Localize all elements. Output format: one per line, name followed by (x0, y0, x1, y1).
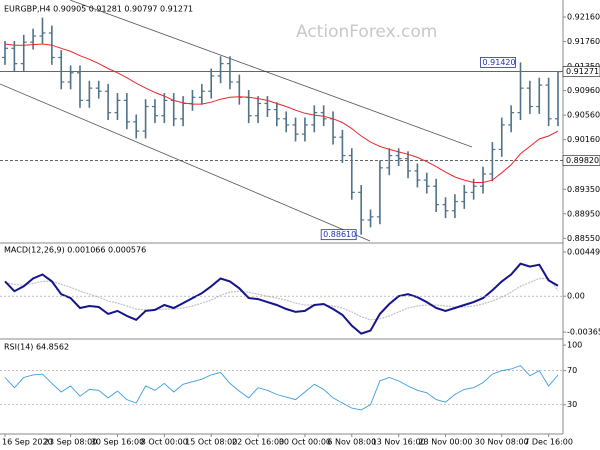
x-tick-label: 16 Sep 2020 (2, 438, 53, 447)
rsi-line (4, 365, 559, 411)
swing-box (320, 229, 357, 241)
channel-line (0, 83, 371, 242)
macd-signal (4, 277, 559, 321)
moving-average (4, 43, 559, 183)
y-tick-label: 0.00449 (567, 247, 600, 256)
swing-label: 0.91420 (483, 58, 516, 67)
price-level-label: 0.89820 (566, 156, 599, 165)
y-tick-label: 100 (567, 341, 582, 350)
y-tick-label: 30 (567, 400, 577, 409)
macd-title: MACD(12,26,9) 0.001066 0.000576 (4, 246, 146, 255)
y-tick-label: -0.003651 (567, 328, 600, 337)
y-tick-label: 0.91760 (567, 37, 600, 46)
x-tick-label: 7 Dec 16:00 (524, 438, 573, 447)
x-tick-label: 22 Oct 16:00 (232, 438, 284, 447)
y-tick-label: 0.88550 (567, 234, 600, 243)
y-tick-label: 0.92160 (567, 13, 600, 22)
price-level-label: 0.91271 (566, 67, 599, 76)
x-tick-label: 13 Nov 16:00 (372, 438, 426, 447)
price-level-box (562, 155, 600, 166)
chart-title: EURGBP,H4 0.90905 0.91281 0.90797 0.9127… (4, 5, 193, 14)
y-tick-label: 0.88950 (567, 209, 600, 218)
x-tick-label: 15 Oct 08:00 (185, 438, 237, 447)
x-tick-label: 23 Sep 08:00 (44, 438, 97, 447)
swing-box (480, 57, 516, 68)
y-tick-label: 0.89350 (567, 185, 600, 194)
y-tick-label: 0.90560 (567, 111, 600, 120)
x-tick-label: 6 Nov 08:00 (327, 438, 376, 447)
channel-line (69, 0, 473, 148)
watermark: ActionForex.com (296, 22, 437, 42)
price-level-box (562, 66, 600, 77)
x-tick-label: 30 Nov 08:00 (475, 438, 529, 447)
y-tick-label: 0.00 (567, 292, 585, 301)
x-tick-label: 30 Sep 16:00 (91, 438, 144, 447)
y-tick-label: 0.90960 (567, 86, 600, 95)
x-tick-label: 8 Oct 00:00 (141, 438, 188, 447)
y-tick-label: 70 (567, 366, 577, 375)
rsi-title: RSI(14) 64.8562 (4, 343, 69, 352)
macd-line (4, 262, 559, 335)
x-tick-label: 23 Nov 00:00 (419, 438, 473, 447)
y-tick-label: 0.90160 (567, 135, 600, 144)
swing-label: 0.88610 (323, 230, 356, 239)
x-tick-label: 30 Oct 00:00 (279, 438, 331, 447)
